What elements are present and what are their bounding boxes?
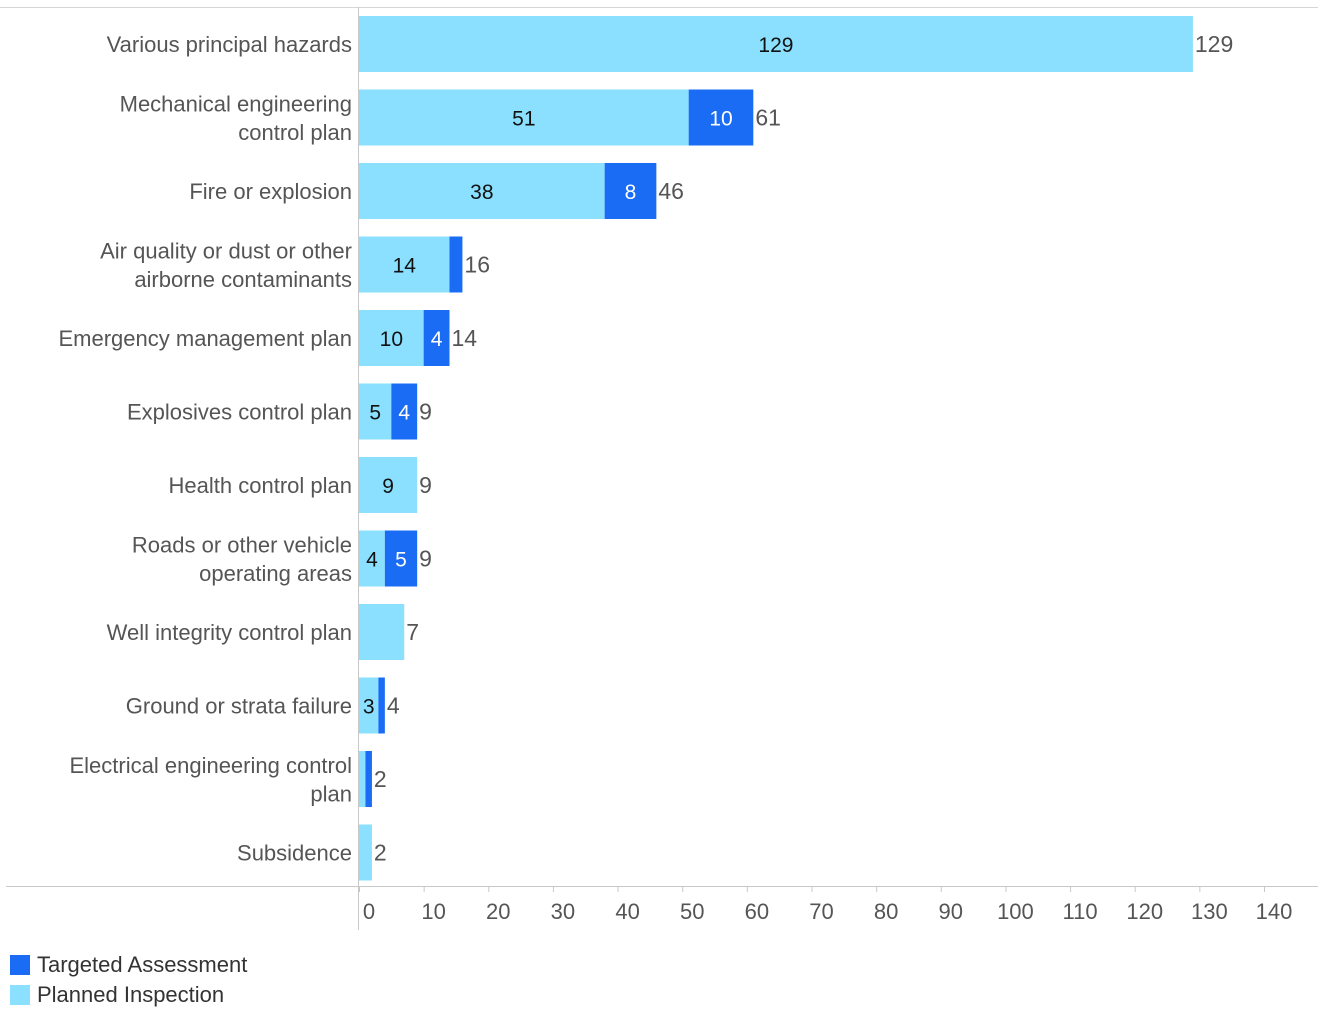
bar-targeted-assessment-6	[391, 383, 418, 440]
category-label-11-line-1: Electrical engineering control	[70, 753, 353, 778]
legend: Targeted Assessment Planned Inspection	[10, 950, 247, 1010]
total-label-9: 7	[406, 619, 419, 645]
data-label-targeted-assessment-6: 4	[398, 402, 410, 425]
legend-item-planned-inspection: Planned Inspection	[10, 980, 247, 1010]
bar-targeted-assessment-5	[423, 310, 450, 366]
data-label-planned-inspection-6: 5	[369, 402, 381, 425]
x-tick-label-130: 130	[1191, 899, 1228, 924]
data-label-targeted-assessment-2: 10	[709, 108, 732, 131]
x-tick-label-90: 90	[939, 899, 963, 924]
bar-targeted-assessment-11	[365, 751, 372, 807]
legend-label-targeted-assessment: Targeted Assessment	[37, 952, 248, 977]
x-tick-label-120: 120	[1126, 899, 1163, 924]
legend-item-targeted-assessment: Targeted Assessment	[10, 950, 247, 980]
total-label-4: 16	[464, 252, 490, 278]
data-label-planned-inspection-3: 38	[470, 181, 493, 204]
x-tick-label-60: 60	[745, 899, 769, 924]
bar-planned-inspection-7	[359, 457, 418, 513]
bar-targeted-assessment-3	[604, 163, 657, 219]
stacked-bar-chart: Various principal hazards 129 129 Mechanica…	[0, 7, 1318, 930]
category-label-4-line-1: Air quality or dust or other	[100, 238, 352, 263]
total-label-2: 61	[755, 105, 781, 131]
legend-swatch-targeted-assessment	[10, 955, 30, 975]
x-tick-label-0: 0	[363, 899, 375, 924]
x-tick-label-20: 20	[486, 899, 510, 924]
bar-planned-inspection-12	[359, 824, 372, 881]
bar-targeted-assessment-8	[384, 530, 418, 587]
total-label-8: 9	[419, 546, 432, 572]
category-label-8-line-2: operating areas	[199, 561, 352, 586]
category-label-11-line-2: plan	[310, 781, 352, 806]
data-label-planned-inspection-8: 4	[366, 549, 378, 572]
total-label-6: 9	[419, 399, 432, 425]
total-label-10: 4	[387, 693, 400, 719]
total-label-12: 2	[374, 840, 387, 866]
data-label-planned-inspection-2: 51	[512, 108, 535, 131]
data-label-planned-inspection-10: 3	[363, 696, 375, 719]
data-label-planned-inspection-7: 9	[382, 475, 394, 498]
x-tick-label-140: 140	[1256, 899, 1293, 924]
chart: Various principal hazards 129 129 Mechanica…	[0, 7, 1318, 930]
legend-label-planned-inspection: Planned Inspection	[37, 982, 225, 1007]
total-label-1: 129	[1195, 31, 1233, 57]
bar-planned-inspection-3	[359, 163, 605, 219]
data-label-targeted-assessment-3: 8	[625, 181, 637, 204]
data-label-planned-inspection-5: 10	[380, 328, 403, 351]
total-label-3: 46	[658, 178, 684, 204]
bar-planned-inspection-4	[359, 236, 450, 293]
category-label-12: Subsidence	[237, 841, 352, 866]
category-label-7: Health control plan	[169, 473, 352, 498]
total-label-7: 9	[419, 472, 432, 498]
category-label-4-line-2: airborne contaminants	[134, 267, 352, 292]
total-label-11: 2	[374, 766, 387, 792]
x-tick-label-80: 80	[874, 899, 898, 924]
bar-planned-inspection-6	[359, 383, 392, 440]
x-tick-label-40: 40	[615, 899, 639, 924]
x-tick-label-110: 110	[1063, 899, 1098, 924]
x-tick-label-70: 70	[809, 899, 833, 924]
category-label-3: Fire or explosion	[189, 179, 352, 204]
data-label-planned-inspection-1: 129	[758, 34, 793, 57]
bar-planned-inspection-11	[359, 751, 366, 807]
bar-planned-inspection-8	[359, 530, 385, 587]
bar-planned-inspection-5	[359, 310, 424, 366]
category-label-9: Well integrity control plan	[107, 620, 352, 645]
data-label-targeted-assessment-8: 5	[395, 549, 407, 572]
bar-planned-inspection-9	[359, 604, 405, 660]
bar-targeted-assessment-2	[688, 89, 754, 146]
category-label-10: Ground or strata failure	[126, 694, 352, 719]
category-label-6: Explosives control plan	[127, 400, 352, 425]
x-tick-label-10: 10	[421, 899, 445, 924]
total-label-5: 14	[452, 325, 478, 351]
category-label-2-line-1: Mechanical engineering	[120, 91, 352, 116]
bar-planned-inspection-1	[359, 16, 1193, 72]
category-label-2-line-2: control plan	[238, 120, 352, 145]
x-tick-label-30: 30	[551, 899, 575, 924]
data-label-targeted-assessment-5: 4	[431, 328, 443, 351]
bar-planned-inspection-10	[359, 677, 379, 734]
category-label-5: Emergency management plan	[59, 326, 353, 351]
bar-targeted-assessment-10	[378, 677, 385, 734]
bar-targeted-assessment-4	[449, 236, 463, 293]
category-label-1: Various principal hazards	[107, 32, 352, 57]
x-tick-label-100: 100	[997, 899, 1034, 924]
legend-swatch-planned-inspection	[10, 985, 30, 1005]
bar-planned-inspection-2	[359, 89, 689, 146]
data-label-planned-inspection-4: 14	[393, 255, 417, 278]
x-tick-label-50: 50	[680, 899, 704, 924]
category-label-8-line-1: Roads or other vehicle	[132, 532, 352, 557]
